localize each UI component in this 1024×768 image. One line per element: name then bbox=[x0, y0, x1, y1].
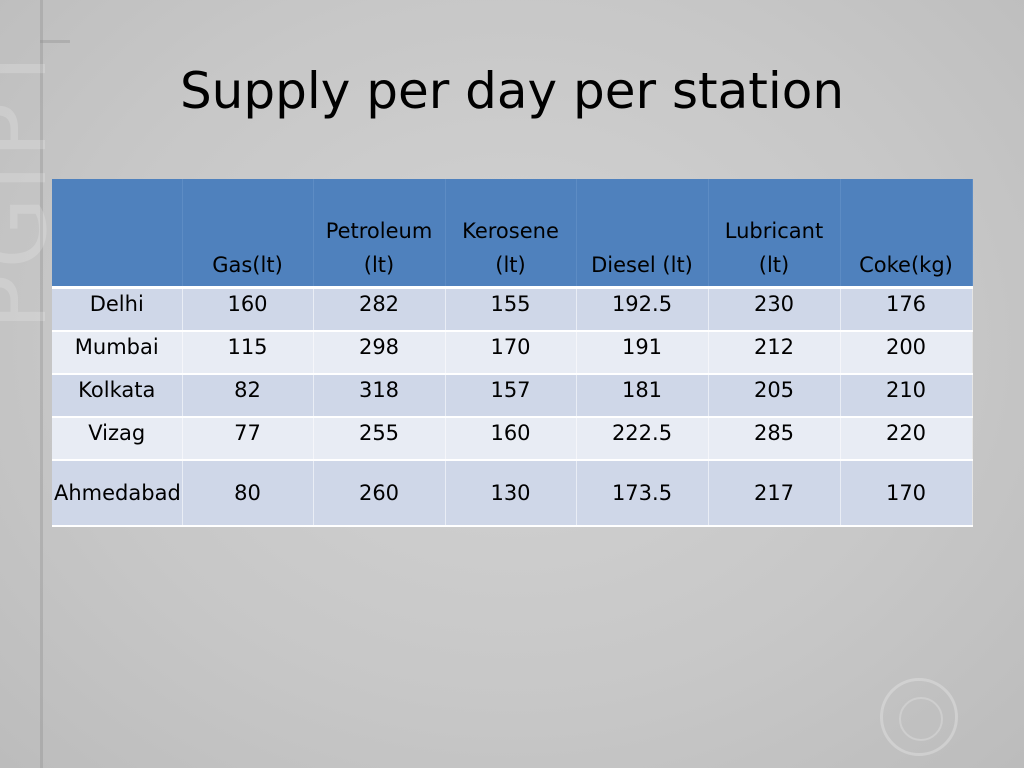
header-line1: Kerosene bbox=[462, 219, 559, 243]
header-line2: (lt) bbox=[495, 253, 526, 277]
header-line2: Gas(lt) bbox=[212, 253, 283, 277]
table-cell-lubricant: 212 bbox=[708, 331, 841, 375]
table-cell-kerosene: 155 bbox=[445, 287, 577, 332]
table-row-vizag: Vizag 77 255 160 222.5 285 220 bbox=[52, 417, 973, 461]
header-line2: Coke(kg) bbox=[859, 253, 953, 277]
frame-line-left bbox=[40, 0, 43, 768]
table-cell-city: Delhi bbox=[52, 287, 183, 332]
header-cell-diesel: Diesel (lt) bbox=[576, 179, 709, 289]
table-cell-kerosene: 157 bbox=[445, 374, 577, 418]
table-cell-kerosene: 130 bbox=[445, 460, 577, 527]
table-cell-diesel: 191 bbox=[576, 331, 709, 375]
table-cell-diesel: 222.5 bbox=[576, 417, 709, 461]
header-cell-petroleum: Petroleum (lt) bbox=[313, 179, 446, 289]
table-cell-gas: 82 bbox=[182, 374, 314, 418]
frame-line-top bbox=[40, 40, 70, 43]
table-cell-diesel: 192.5 bbox=[576, 287, 709, 332]
table-cell-city: Ahmedabad bbox=[52, 460, 183, 527]
table-cell-gas: 115 bbox=[182, 331, 314, 375]
table-cell-diesel: 173.5 bbox=[576, 460, 709, 527]
header-cell-coke: Coke(kg) bbox=[840, 179, 973, 289]
table-cell-city: Vizag bbox=[52, 417, 183, 461]
header-cell-gas: Gas(lt) bbox=[182, 179, 314, 289]
slide-title: Supply per day per station bbox=[179, 62, 845, 120]
table-cell-city: Mumbai bbox=[52, 331, 183, 375]
table-cell-lubricant: 205 bbox=[708, 374, 841, 418]
table-cell-coke: 176 bbox=[840, 287, 973, 332]
table-cell-coke: 200 bbox=[840, 331, 973, 375]
table-row-delhi: Delhi 160 282 155 192.5 230 176 bbox=[52, 287, 973, 332]
header-line1: Petroleum bbox=[325, 219, 433, 243]
header-line2: (lt) bbox=[758, 253, 790, 277]
table-cell-petroleum: 318 bbox=[313, 374, 446, 418]
table-cell-coke: 170 bbox=[840, 460, 973, 527]
table-header-row: Gas(lt) Petroleum (lt) Kerosene (lt) Die… bbox=[52, 179, 973, 289]
header-cell-corner bbox=[52, 179, 183, 289]
table-row-ahmedabad: Ahmedabad 80 260 130 173.5 217 170 bbox=[52, 460, 973, 527]
header-cell-kerosene: Kerosene (lt) bbox=[445, 179, 577, 289]
supply-table: Gas(lt) Petroleum (lt) Kerosene (lt) Die… bbox=[52, 179, 973, 527]
table-cell-gas: 80 bbox=[182, 460, 314, 527]
header-line2: (lt) bbox=[363, 253, 395, 277]
table-cell-gas: 77 bbox=[182, 417, 314, 461]
table-cell-gas: 160 bbox=[182, 287, 314, 332]
table-cell-lubricant: 285 bbox=[708, 417, 841, 461]
table-row-mumbai: Mumbai 115 298 170 191 212 200 bbox=[52, 331, 973, 375]
table-cell-coke: 210 bbox=[840, 374, 973, 418]
table-cell-diesel: 181 bbox=[576, 374, 709, 418]
table-cell-city: Kolkata bbox=[52, 374, 183, 418]
table-cell-lubricant: 230 bbox=[708, 287, 841, 332]
table-cell-petroleum: 255 bbox=[313, 417, 446, 461]
emblem-logo bbox=[880, 678, 958, 756]
table-cell-coke: 220 bbox=[840, 417, 973, 461]
table-row-kolkata: Kolkata 82 318 157 181 205 210 bbox=[52, 374, 973, 418]
header-line1: Lubricant bbox=[724, 219, 824, 243]
header-cell-lubricant: Lubricant (lt) bbox=[708, 179, 841, 289]
table-cell-petroleum: 282 bbox=[313, 287, 446, 332]
table-cell-petroleum: 298 bbox=[313, 331, 446, 375]
header-line2: Diesel (lt) bbox=[591, 253, 693, 277]
table-cell-kerosene: 160 bbox=[445, 417, 577, 461]
table-cell-lubricant: 217 bbox=[708, 460, 841, 527]
table-cell-kerosene: 170 bbox=[445, 331, 577, 375]
table-cell-petroleum: 260 bbox=[313, 460, 446, 527]
